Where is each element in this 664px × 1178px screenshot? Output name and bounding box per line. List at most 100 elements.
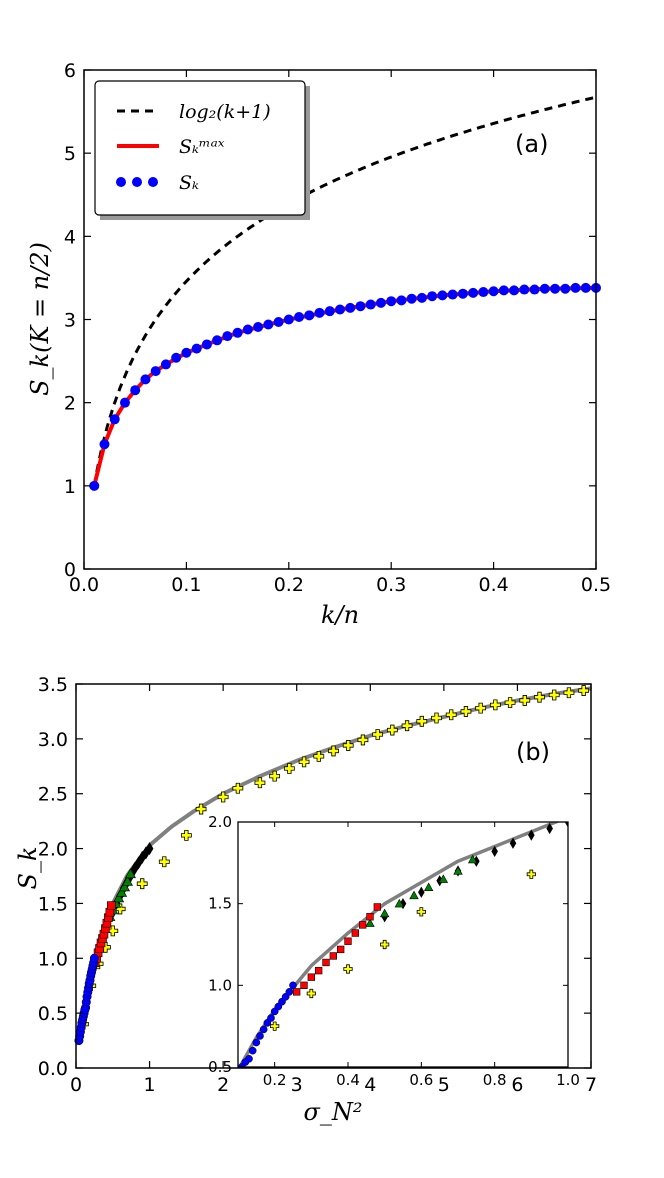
- plus-marker: [548, 689, 560, 701]
- point-N4: [121, 875, 134, 886]
- circle-marker: [234, 1068, 241, 1075]
- plus-marker: [475, 702, 487, 714]
- x-tick-label: 0.5: [581, 574, 611, 596]
- sk-point: [386, 296, 397, 307]
- series-log2-line: [92, 95, 597, 487]
- point-N2: [519, 695, 531, 706]
- panel-b-data: [74, 685, 592, 1046]
- legend-box: [94, 80, 306, 216]
- point-N2: [342, 740, 354, 751]
- diamond-marker: [509, 837, 517, 849]
- inset-point-N5: [344, 937, 352, 945]
- triangle-marker: [121, 875, 134, 886]
- diamond-marker: [564, 822, 568, 828]
- point-N4: [119, 881, 131, 892]
- sk-point: [519, 284, 530, 295]
- point-N2: [328, 745, 339, 757]
- point-N2: [217, 791, 229, 803]
- inset-point-N7: [234, 1068, 241, 1075]
- triangle-marker: [423, 882, 434, 891]
- inset-x-tick-label: 1.0: [556, 1071, 580, 1089]
- point-N2: [504, 697, 516, 709]
- circle-marker: [248, 1046, 257, 1055]
- panel-a-xlabel: k/n: [321, 601, 359, 629]
- sk-point: [365, 299, 376, 310]
- sk-point: [191, 343, 202, 354]
- sk-point: [498, 285, 509, 296]
- legend-sk-marker-2: [132, 177, 142, 187]
- plus-marker: [343, 964, 353, 974]
- x-tick-label: 0.1: [171, 574, 201, 596]
- sk-point: [171, 352, 182, 363]
- inset-point-N6: [252, 1038, 261, 1047]
- circle-marker: [289, 981, 297, 990]
- plus-marker: [534, 691, 545, 703]
- plus-marker: [578, 685, 590, 696]
- inset-point-N4: [365, 918, 375, 927]
- inset-point-N5: [366, 913, 374, 921]
- inset-point-N4: [467, 854, 478, 864]
- sk-point: [570, 282, 581, 293]
- point-N4: [116, 886, 128, 897]
- panel-a-ticks: 0.0 0.1 0.2 0.3 0.4 0.5 0 1 2 3 4 5 6: [64, 60, 611, 596]
- circle-marker: [89, 953, 99, 963]
- y-tick-label: 0: [64, 559, 76, 581]
- point-N2: [357, 734, 369, 746]
- diamond-marker: [418, 886, 425, 898]
- legend-sk-marker-3: [148, 177, 158, 187]
- square-marker: [366, 913, 374, 921]
- point-N2: [489, 699, 501, 711]
- plus-marker: [195, 803, 207, 815]
- sk-point: [89, 480, 100, 491]
- square-marker: [307, 973, 315, 981]
- y-tick-label: 4: [64, 226, 76, 248]
- panel-a-legend: log₂(k+1) Sₖᵐᵃˣ Sₖ: [94, 80, 310, 220]
- panel-b-ylabel: S_k: [14, 847, 42, 890]
- plus-marker: [386, 724, 398, 736]
- y-tick-label: 1.0: [38, 948, 68, 970]
- x-tick-label: 0.0: [69, 574, 99, 596]
- square-marker: [329, 952, 337, 960]
- sk-point: [406, 293, 417, 304]
- inset-point-N6: [285, 988, 294, 996]
- inset-point-N6: [248, 1046, 257, 1055]
- sk-point: [447, 289, 458, 300]
- inset-point-N4: [409, 890, 419, 900]
- triangle-marker: [365, 918, 375, 927]
- point-N2: [283, 763, 295, 774]
- plus-marker: [298, 756, 310, 768]
- plus-marker: [416, 715, 428, 727]
- circle-marker: [80, 1005, 90, 1015]
- inset-point-N5: [329, 952, 337, 960]
- x-tick-label: 7: [585, 1074, 597, 1096]
- point-N2: [534, 691, 545, 703]
- point-N3: [145, 841, 154, 856]
- plus-marker: [232, 782, 244, 794]
- x-tick-label: 0: [70, 1074, 82, 1096]
- plus-marker: [269, 770, 281, 782]
- triangle-marker: [409, 890, 419, 900]
- plus-marker: [357, 734, 369, 746]
- sk-point: [580, 282, 591, 293]
- sk-point: [375, 297, 386, 308]
- sk-point: [140, 374, 151, 385]
- point-N2: [460, 706, 472, 717]
- point-N2: [401, 720, 413, 732]
- sk-point: [294, 312, 305, 323]
- inset-point-N6: [267, 1014, 275, 1022]
- square-marker: [351, 929, 359, 937]
- inset-point-N3: [564, 822, 568, 828]
- y-tick-label: 2.0: [38, 839, 68, 861]
- inset-clipped: [234, 822, 568, 1075]
- sk-point: [181, 347, 192, 358]
- square-marker: [373, 903, 381, 911]
- point-N2: [180, 830, 192, 841]
- sk-point: [457, 288, 468, 299]
- panel-a-label: (a): [515, 130, 548, 158]
- triangle-marker: [113, 892, 125, 903]
- point-N2: [254, 777, 266, 789]
- x-tick-label: 0.2: [274, 574, 304, 596]
- point-N2: [563, 687, 575, 699]
- inset-y-tick-label: 1.0: [208, 976, 232, 994]
